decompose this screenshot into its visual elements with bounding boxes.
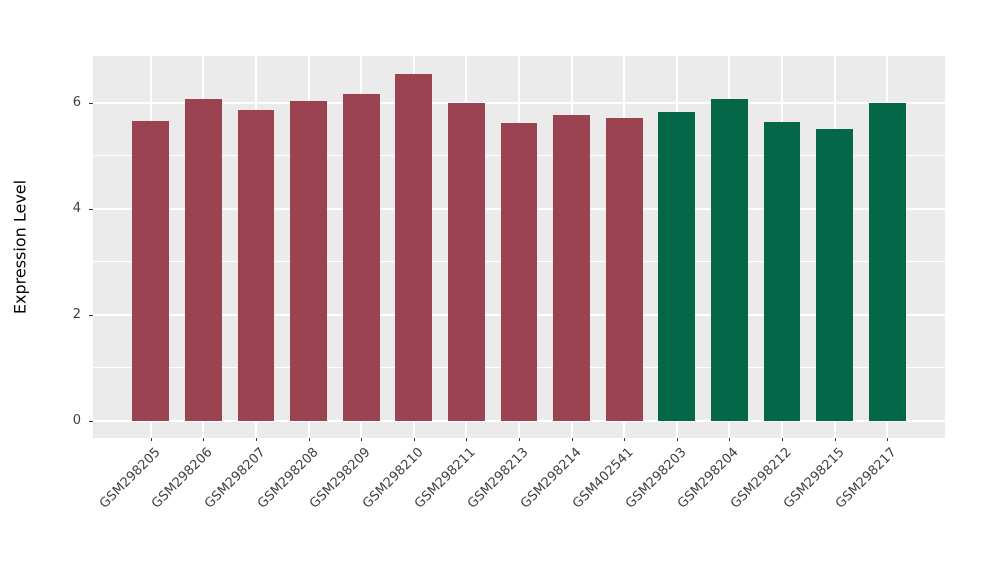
bar-GSM298210 [395, 74, 433, 421]
x-tick-mark [150, 438, 152, 441]
bar-GSM298207 [237, 109, 275, 421]
bar-GSM298213 [500, 122, 538, 421]
y-tick-label: 6 [72, 94, 81, 110]
bar-GSM402541 [605, 117, 643, 421]
bar-GSM298205 [132, 120, 170, 421]
x-tick-mark [571, 438, 573, 441]
x-tick-mark [729, 438, 731, 441]
bar-GSM298214 [553, 115, 590, 421]
y-axis-title: Expression Level [0, 56, 40, 438]
x-tick-mark [781, 438, 783, 441]
bar-GSM298208 [290, 101, 328, 421]
bar-GSM298203 [658, 111, 696, 421]
x-tick-mark [256, 438, 258, 441]
bar-GSM298211 [448, 103, 485, 421]
y-tick-mark [89, 314, 93, 316]
x-tick-mark [676, 438, 678, 441]
x-tick-mark [624, 438, 626, 441]
bar-GSM298215 [816, 128, 853, 421]
y-axis-title-text: Expression Level [10, 179, 30, 315]
y-tick-label: 0 [72, 412, 81, 428]
y-tick-label: 2 [72, 306, 81, 322]
bar-GSM298212 [763, 121, 801, 421]
x-tick-mark [308, 438, 310, 441]
x-tick-mark [887, 438, 889, 441]
x-tick-mark [834, 438, 836, 441]
x-tick-mark [361, 438, 363, 441]
y-tick-mark [89, 102, 93, 104]
x-tick-mark [203, 438, 205, 441]
x-tick-mark [466, 438, 468, 441]
x-tick-mark [519, 438, 520, 441]
y-tick-mark [89, 420, 93, 422]
bar-GSM298209 [342, 94, 380, 421]
bar-GSM298206 [185, 99, 222, 421]
plot-panel [93, 56, 945, 438]
bar-GSM298204 [710, 99, 748, 421]
bar-GSM298217 [868, 102, 906, 421]
y-tick-mark [89, 208, 93, 210]
x-tick-mark [413, 438, 415, 441]
y-tick-label: 4 [72, 200, 81, 216]
